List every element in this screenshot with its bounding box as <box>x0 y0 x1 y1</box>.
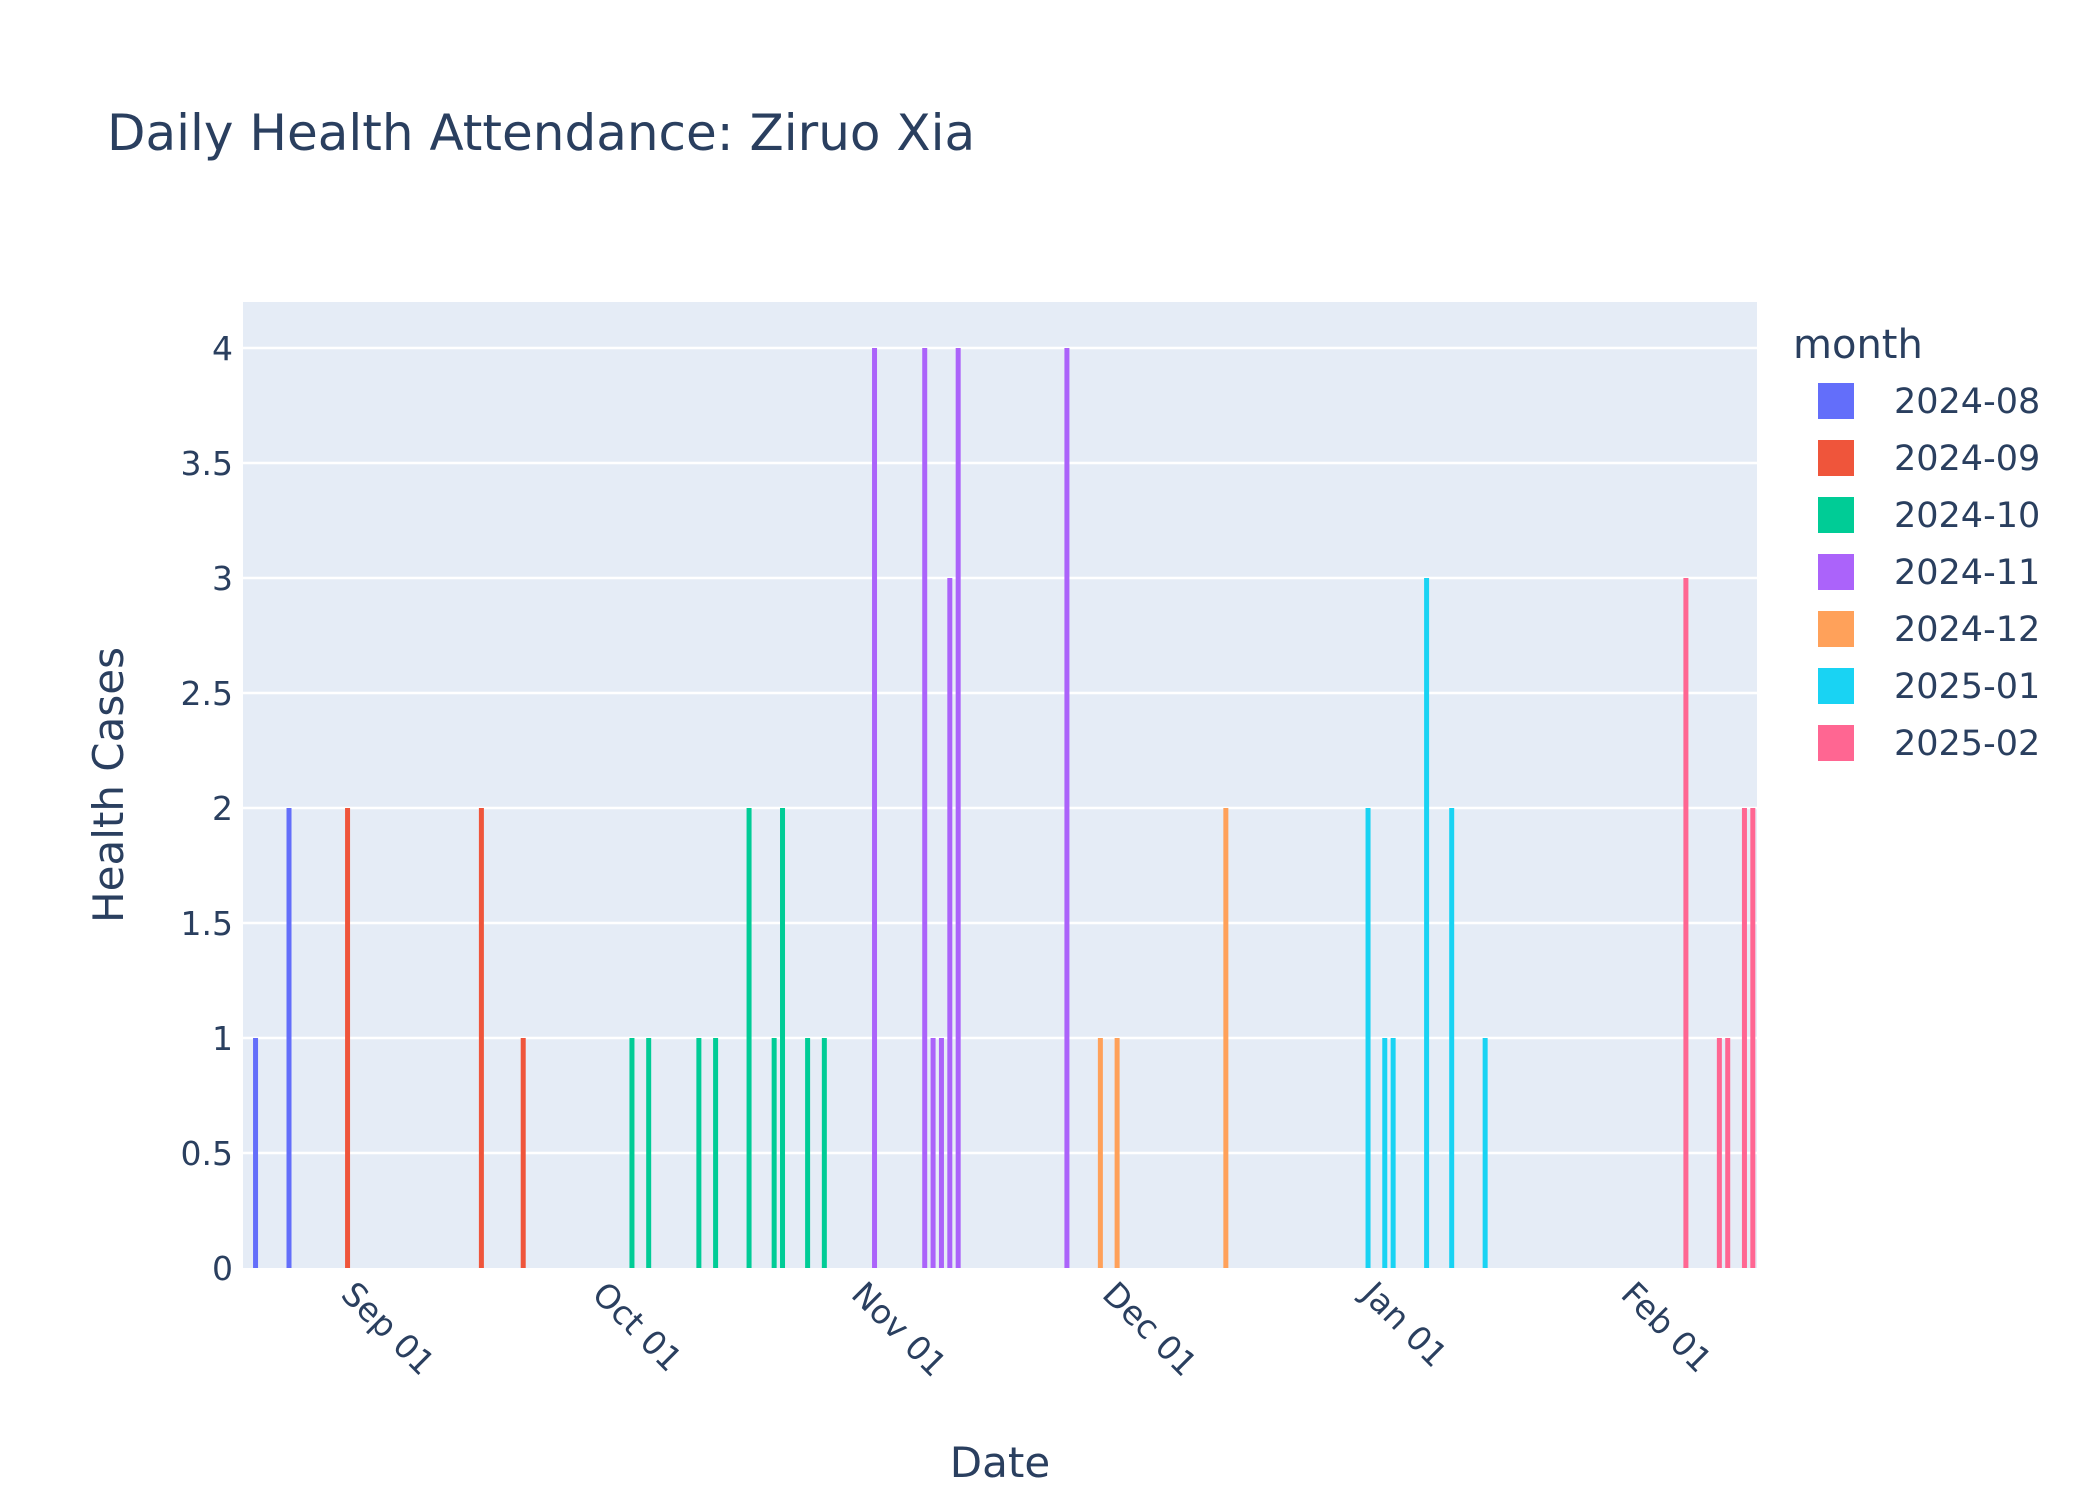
y-tick-label: 2.5 <box>181 674 233 713</box>
x-axis-title: Date <box>950 1438 1050 1487</box>
bar-2025-01 <box>1482 1038 1488 1268</box>
legend-label: 2024-10 <box>1894 496 2040 536</box>
bar-2024-12 <box>1114 1038 1120 1268</box>
y-axis-title: Health Cases <box>84 647 133 923</box>
legend-label: 2024-09 <box>1894 439 2040 479</box>
legend-swatch <box>1818 497 1854 533</box>
bar-2025-01 <box>1449 808 1455 1268</box>
x-axis-ticks: Sep 01 Oct 01 Nov 01 Dec 01 Jan 01 Feb 01 <box>334 1273 1720 1385</box>
y-tick-label: 1 <box>212 1019 233 1058</box>
bar-2024-10 <box>629 1038 635 1268</box>
legend: 2024-08 2024-09 2024-10 2024-11 2024-12 2025-… <box>1818 382 2040 764</box>
legend-swatch <box>1818 725 1854 761</box>
bar-2024-10 <box>771 1038 777 1268</box>
bar-2024-10 <box>780 808 786 1268</box>
bar-2024-10 <box>646 1038 652 1268</box>
bar-2025-01 <box>1424 578 1430 1268</box>
bar-2024-08 <box>253 1038 259 1268</box>
y-tick-label: 3.5 <box>181 444 233 483</box>
plot-area <box>243 302 1757 1268</box>
x-tick-label: Nov 01 <box>844 1274 954 1384</box>
bar-2024-11 <box>922 348 928 1268</box>
legend-label: 2024-08 <box>1894 382 2040 422</box>
bar-2025-02 <box>1741 808 1747 1268</box>
bar-2025-01 <box>1365 808 1371 1268</box>
y-tick-label: 0.5 <box>181 1134 233 1173</box>
legend-swatch <box>1818 611 1854 647</box>
bar-2024-10 <box>696 1038 702 1268</box>
bar-2024-10 <box>821 1038 827 1268</box>
y-tick-label: 2 <box>212 789 233 828</box>
bars <box>253 348 1756 1268</box>
bar-2024-09 <box>520 1038 526 1268</box>
bar-2024-10 <box>805 1038 811 1268</box>
bar-2025-02 <box>1683 578 1689 1268</box>
y-tick-label: 4 <box>212 329 233 368</box>
y-tick-label: 1.5 <box>181 904 233 943</box>
x-tick-label: Feb 01 <box>1614 1274 1720 1380</box>
legend-swatch <box>1818 668 1854 704</box>
legend-label: 2025-02 <box>1894 724 2040 764</box>
legend-swatch <box>1818 440 1854 476</box>
bar-2024-10 <box>713 1038 719 1268</box>
x-tick-label: Dec 01 <box>1095 1274 1205 1384</box>
y-gridlines <box>243 346 1757 1155</box>
bar-2024-11 <box>938 1038 944 1268</box>
y-axis-ticks: 0 0.5 1 1.5 2 2.5 3 3.5 4 <box>181 329 233 1288</box>
bar-2024-11 <box>955 348 961 1268</box>
x-tick-label: Oct 01 <box>585 1274 690 1379</box>
bar-2025-01 <box>1390 1038 1396 1268</box>
bar-2025-02 <box>1725 1038 1731 1268</box>
bar-2025-01 <box>1382 1038 1388 1268</box>
x-tick-label: Jan 01 <box>1353 1273 1455 1375</box>
bar-2024-08 <box>286 808 292 1268</box>
bar-2024-09 <box>345 808 351 1268</box>
bar-2025-02 <box>1716 1038 1722 1268</box>
legend-swatch <box>1818 554 1854 590</box>
bar-2024-12 <box>1223 808 1229 1268</box>
legend-label: 2025-01 <box>1894 667 2040 707</box>
legend-label: 2024-12 <box>1894 610 2040 650</box>
bar-2024-11 <box>872 348 878 1268</box>
bar-2025-02 <box>1750 808 1756 1268</box>
bar-2024-11 <box>947 578 953 1268</box>
chart-title: Daily Health Attendance: Ziruo Xia <box>107 104 975 162</box>
bar-2024-09 <box>478 808 484 1268</box>
y-tick-label: 0 <box>212 1249 233 1288</box>
bar-2024-11 <box>930 1038 936 1268</box>
legend-swatch <box>1818 383 1854 419</box>
bar-2024-11 <box>1064 348 1070 1268</box>
legend-title: month <box>1793 322 1923 368</box>
bar-2024-10 <box>746 808 752 1268</box>
y-tick-label: 3 <box>212 559 233 598</box>
bar-2024-12 <box>1097 1038 1103 1268</box>
x-tick-label: Sep 01 <box>334 1274 443 1383</box>
legend-label: 2024-11 <box>1894 553 2040 593</box>
